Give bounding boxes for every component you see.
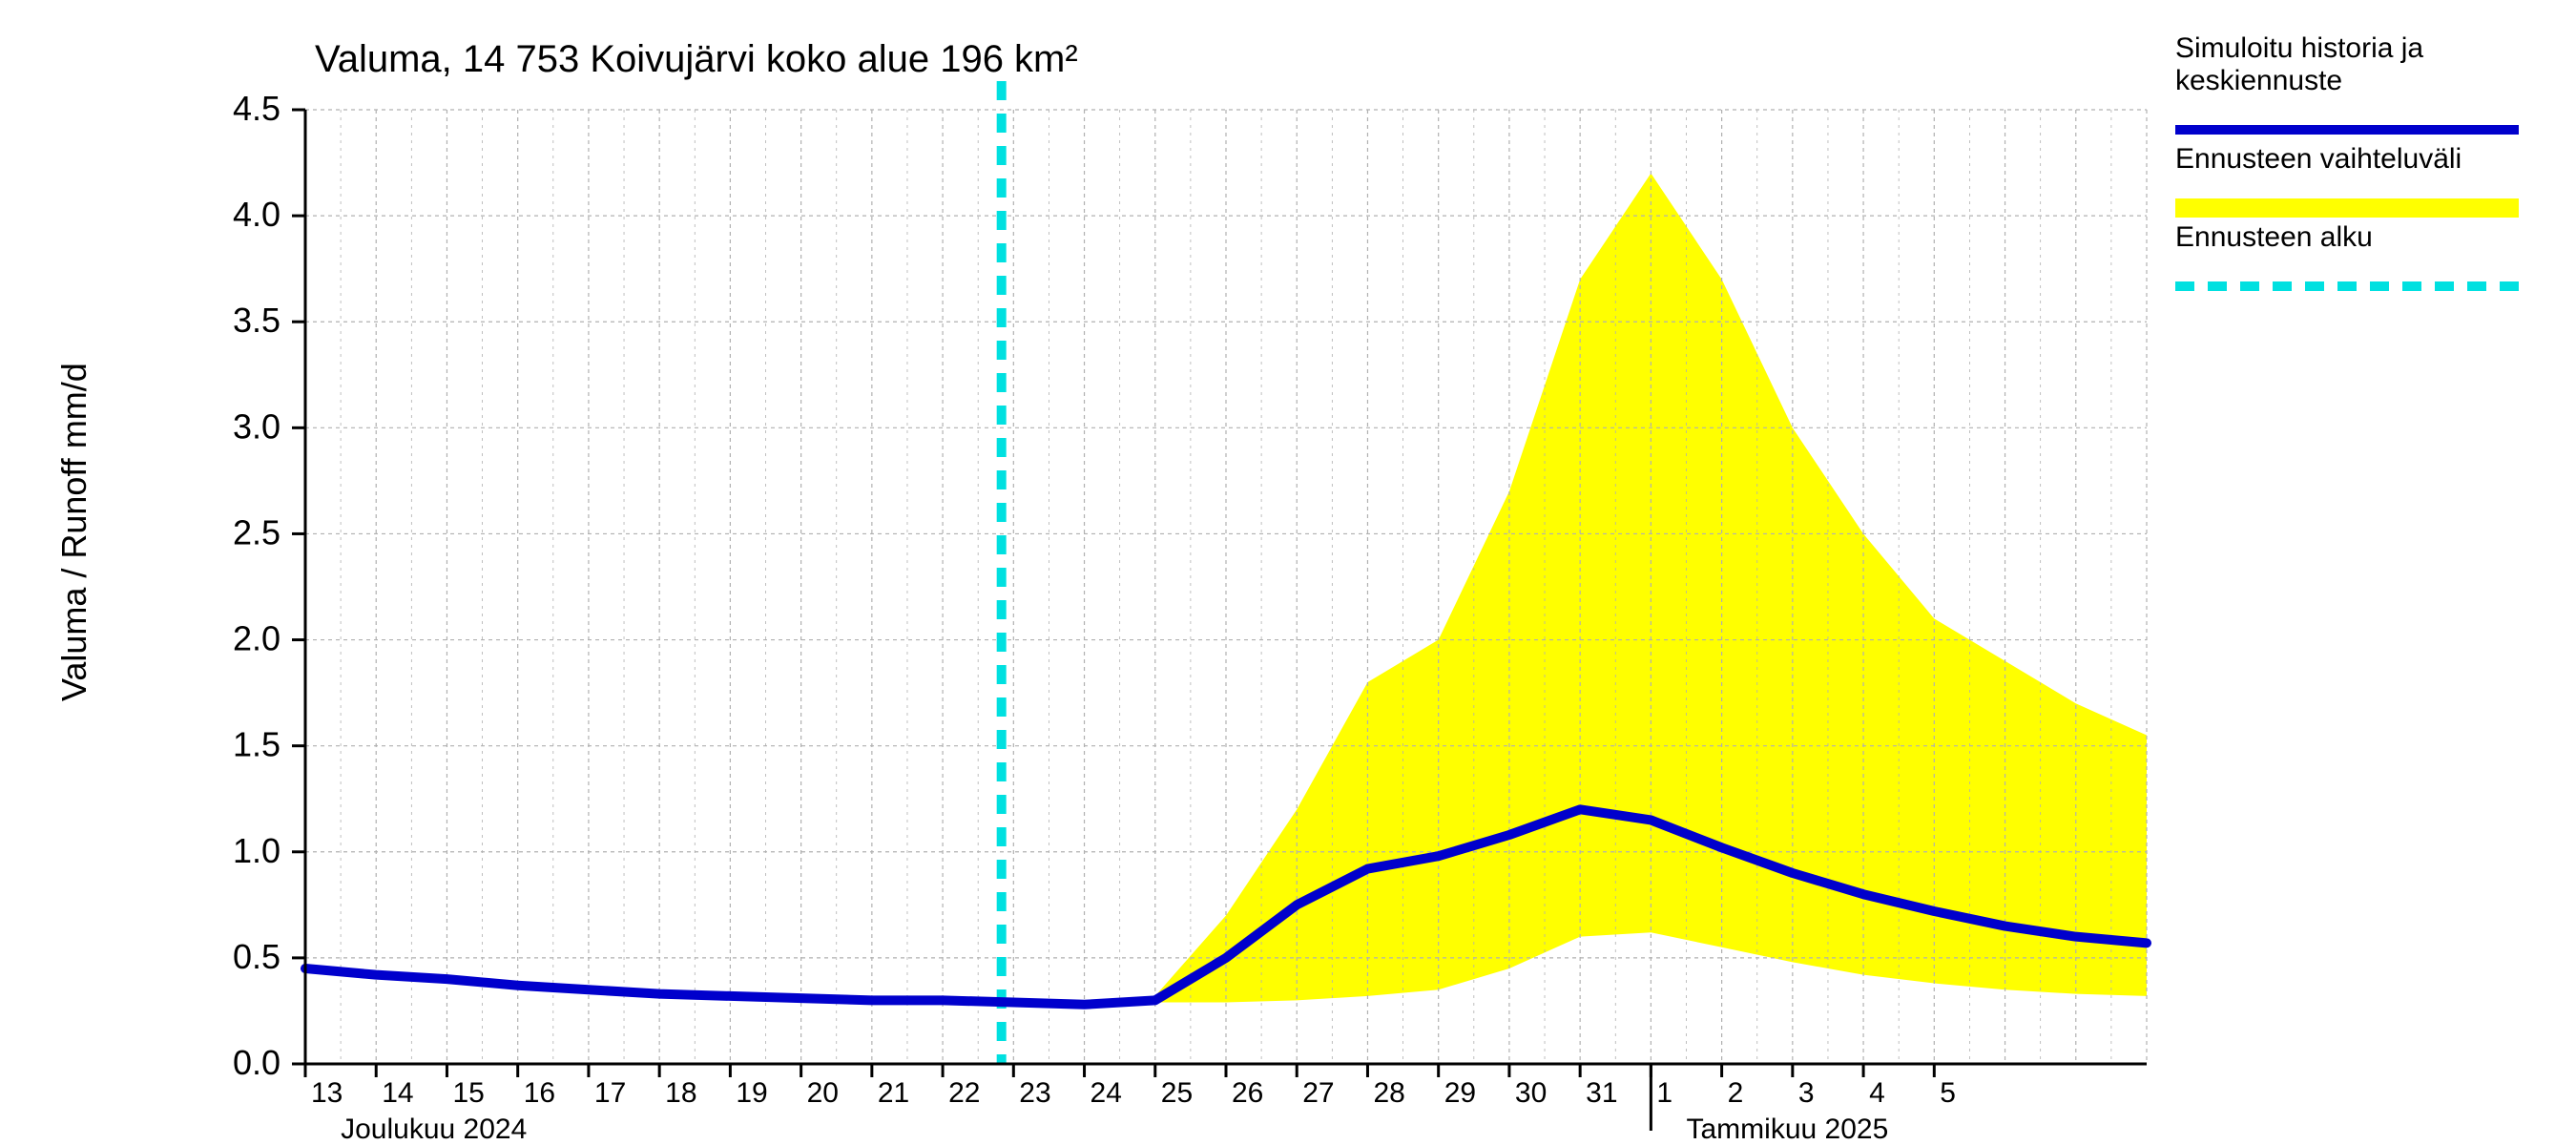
y-tick-label: 1.5 [233,725,280,764]
x-tick-label: 25 [1161,1077,1193,1109]
legend-label: Ennusteen alku [2175,221,2373,253]
x-tick-label: 14 [382,1077,413,1109]
y-tick-label: 4.0 [233,195,280,234]
x-tick-label: 13 [311,1077,343,1109]
y-tick-label: 1.0 [233,831,280,870]
x-tick-label: 5 [1940,1077,1956,1109]
legend-label: keskiennuste [2175,65,2342,96]
legend-label: Simuloitu historia ja [2175,32,2423,64]
x-tick-label: 29 [1444,1077,1476,1109]
x-tick-label: 17 [594,1077,626,1109]
x-tick-label: 1 [1656,1077,1672,1109]
y-tick-label: 3.0 [233,406,280,446]
x-tick-label: 28 [1373,1077,1404,1109]
chart-container: 0.00.51.01.52.02.53.03.54.04.51314151617… [0,0,2576,1145]
x-tick-label: 2 [1728,1077,1744,1109]
x-tick-label: 20 [807,1077,839,1109]
x-tick-label: 30 [1515,1077,1547,1109]
x-tick-label: 15 [452,1077,484,1109]
y-tick-label: 2.0 [233,619,280,658]
y-tick-label: 3.5 [233,301,280,340]
y-tick-label: 2.5 [233,512,280,552]
x-tick-label: 31 [1586,1077,1617,1109]
x-tick-label: 23 [1019,1077,1050,1109]
y-tick-label: 0.0 [233,1043,280,1082]
chart-title: Valuma, 14 753 Koivujärvi koko alue 196 … [315,38,1078,80]
y-tick-label: 4.5 [233,89,280,128]
x-tick-label: 27 [1302,1077,1334,1109]
x-tick-label: 24 [1091,1077,1122,1109]
x-tick-label: 4 [1869,1077,1885,1109]
month-label-fi: Joulukuu 2024 [341,1114,527,1145]
x-tick-label: 16 [524,1077,555,1109]
y-axis-label: Valuma / Runoff mm/d [54,363,93,701]
x-tick-label: 22 [948,1077,980,1109]
x-tick-label: 26 [1232,1077,1263,1109]
legend-label: Ennusteen vaihteluväli [2175,143,2462,175]
month-label-fi: Tammikuu 2025 [1687,1114,1889,1145]
x-tick-label: 3 [1798,1077,1815,1109]
x-tick-label: 19 [736,1077,767,1109]
y-tick-label: 0.5 [233,937,280,976]
legend-swatch-band [2175,198,2519,218]
x-tick-label: 21 [878,1077,909,1109]
x-tick-label: 18 [665,1077,696,1109]
runoff-chart: 0.00.51.01.52.02.53.03.54.04.51314151617… [0,0,2576,1145]
